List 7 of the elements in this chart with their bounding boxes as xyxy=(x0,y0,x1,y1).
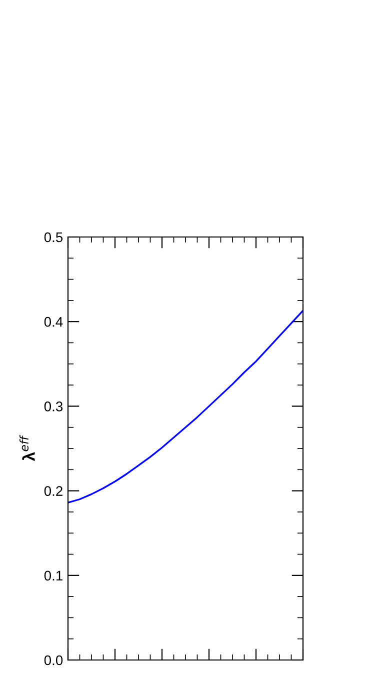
y-tick-label: 0.5 xyxy=(44,232,63,242)
y-tick-label: 0.0 xyxy=(44,655,63,666)
y-tick-label: 0.4 xyxy=(44,316,63,327)
y-axis-title: λ$^{eff}$ xyxy=(19,434,35,462)
y-tick-label: 0.3 xyxy=(44,402,63,412)
y-tick-label: 0.1 xyxy=(44,570,62,581)
y-tick-label: 0.2 xyxy=(44,486,62,496)
